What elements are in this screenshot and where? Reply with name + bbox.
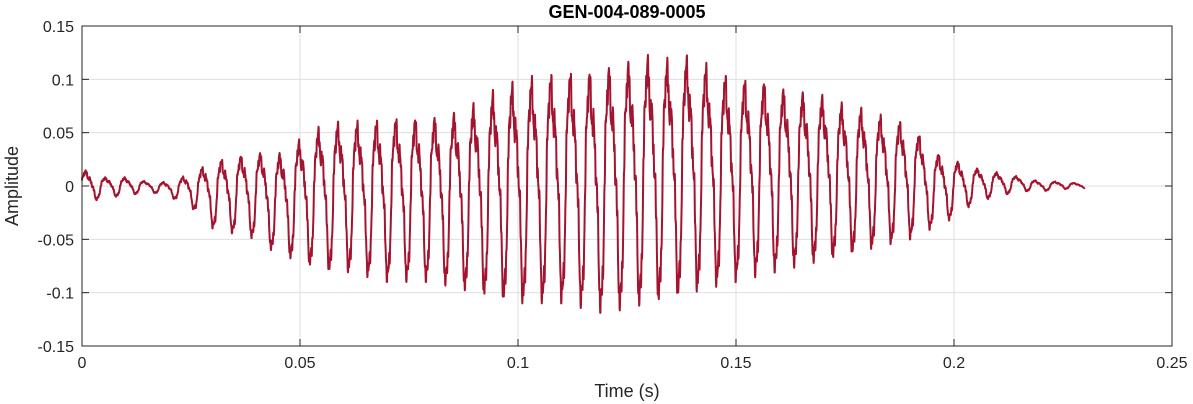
- x-tick-label: 0.25: [1156, 355, 1187, 372]
- y-tick-label: 0.15: [43, 19, 74, 36]
- waveform-series-line: [81, 53, 1086, 314]
- y-axis-ticks: -0.15 -0.1 -0.05 0 0.05 0.1 0.15: [38, 19, 1172, 356]
- y-tick-label: -0.1: [46, 286, 74, 303]
- x-axis-title: Time (s): [594, 381, 659, 401]
- y-tick-label: -0.15: [38, 339, 75, 356]
- y-tick-label: 0: [65, 179, 74, 196]
- x-tick-label: 0.15: [720, 355, 751, 372]
- y-axis-title: Amplitude: [2, 146, 22, 226]
- y-tick-label: 0.1: [52, 72, 74, 89]
- x-tick-label: 0.05: [284, 355, 315, 372]
- x-tick-label: 0.1: [507, 355, 529, 372]
- x-tick-label: 0.2: [943, 355, 965, 372]
- y-tick-label: -0.05: [38, 232, 75, 249]
- x-tick-label: 0: [78, 355, 87, 372]
- x-axis-ticks: 0 0.05 0.1 0.15 0.2 0.25: [78, 26, 1188, 372]
- chart-title: GEN-004-089-0005: [548, 2, 705, 22]
- series-group: [81, 53, 1086, 314]
- y-tick-label: 0.05: [43, 126, 74, 143]
